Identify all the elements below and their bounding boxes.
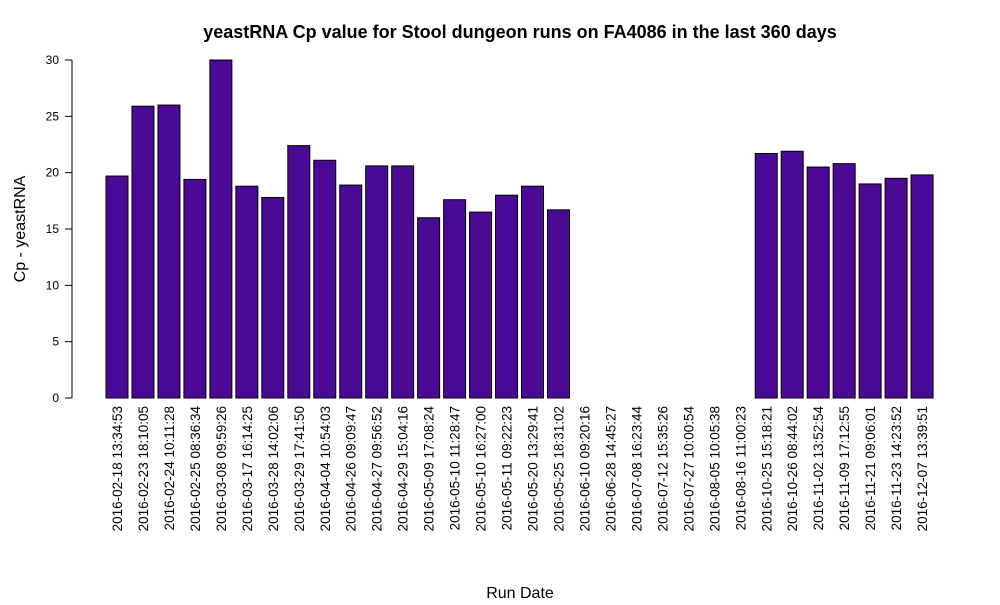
x-tick-label: 2016-04-29 15:04:16 — [396, 406, 411, 531]
x-tick-label: 2016-10-25 15:18:21 — [759, 406, 774, 531]
x-tick-label: 2016-03-08 09:59:26 — [214, 406, 229, 531]
x-tick-label: 2016-04-04 10:54:03 — [318, 406, 333, 531]
x-tick-label: 2016-12-07 13:39:51 — [915, 406, 930, 531]
bar — [806, 166, 830, 399]
x-tick-label: 2016-08-05 10:05:38 — [707, 406, 722, 531]
bar — [884, 177, 908, 399]
bar — [157, 104, 181, 399]
bar — [287, 145, 311, 399]
x-tick-label: 2016-10-26 08:44:02 — [785, 406, 800, 531]
x-tick-label: 2016-03-29 17:41:50 — [292, 406, 307, 531]
y-tick-label: 25 — [46, 109, 60, 123]
x-tick-label: 2016-05-25 18:31:02 — [551, 406, 566, 531]
x-tick-label: 2016-02-18 13:34:53 — [110, 406, 125, 531]
x-tick-label: 2016-02-25 08:36:34 — [188, 406, 203, 532]
bar — [105, 175, 129, 399]
x-tick-label: 2016-11-23 14:23:52 — [889, 406, 904, 530]
bar — [235, 185, 259, 399]
y-tick-label: 20 — [46, 166, 60, 180]
x-tick-label: 2016-11-02 13:52:54 — [811, 406, 826, 531]
x-tick-label: 2016-11-21 09:06:01 — [863, 406, 878, 530]
bar — [261, 196, 285, 399]
x-tick-label: 2016-05-10 11:28:47 — [448, 406, 463, 530]
y-axis: 0 5 10 15 20 25 30 — [46, 53, 73, 405]
bar — [365, 165, 389, 399]
x-tick-label: 2016-07-27 10:00:54 — [681, 406, 696, 532]
bar — [495, 194, 519, 399]
bar — [339, 184, 363, 399]
y-tick-label: 0 — [52, 391, 59, 405]
bar — [521, 185, 545, 399]
x-tick-label: 2016-02-23 18:10:05 — [136, 406, 151, 531]
bar — [131, 105, 155, 399]
x-axis-label: Run Date — [486, 585, 554, 600]
bar — [858, 183, 882, 399]
x-tick-label: 2016-04-26 09:09:47 — [344, 406, 359, 531]
y-tick-label: 15 — [46, 222, 60, 236]
x-tick-label: 2016-05-10 16:27:00 — [474, 406, 489, 531]
bar — [832, 163, 856, 399]
x-tick-label: 2016-05-20 13:29:41 — [526, 406, 541, 531]
y-tick-label: 5 — [52, 335, 59, 349]
bar — [417, 217, 441, 399]
bar — [469, 211, 493, 399]
y-tick-label: 10 — [46, 278, 60, 292]
bar — [209, 59, 233, 399]
x-tick-label: 2016-05-11 09:22:23 — [500, 406, 515, 530]
x-tick-label: 2016-02-24 10:11:28 — [162, 406, 177, 530]
x-tick-label: 2016-06-10 09:20:16 — [577, 406, 592, 531]
x-tick-label: 2016-08-16 11:00:23 — [733, 406, 748, 530]
x-tick-label: 2016-03-28 14:02:06 — [266, 406, 281, 531]
bar — [313, 159, 337, 399]
x-tick-label: 2016-07-08 16:23:44 — [629, 406, 644, 532]
x-tick-label: 2016-05-09 17:08:24 — [422, 406, 437, 532]
bar — [754, 153, 778, 399]
bar — [780, 150, 804, 399]
bar — [443, 199, 467, 399]
x-tick-label: 2016-06-28 14:45:27 — [603, 406, 618, 531]
chart-title: yeastRNA Cp value for Stool dungeon runs… — [203, 22, 836, 42]
bars-group — [105, 59, 934, 399]
x-tick-labels: 2016-02-18 13:34:53 2016-02-23 18:10:05 20… — [110, 406, 930, 532]
y-axis-label: Cp - yeastRNA — [12, 175, 29, 282]
bar — [546, 209, 570, 399]
y-tick-label: 30 — [46, 53, 60, 67]
bar — [183, 178, 207, 399]
x-tick-label: 2016-03-17 16:14:25 — [240, 406, 255, 531]
bar — [910, 174, 934, 399]
x-tick-label: 2016-04-27 09:56:52 — [370, 406, 385, 531]
bar — [391, 165, 415, 399]
x-tick-label: 2016-07-12 15:35:26 — [655, 406, 670, 531]
x-tick-label: 2016-11-09 17:12:55 — [837, 406, 852, 530]
